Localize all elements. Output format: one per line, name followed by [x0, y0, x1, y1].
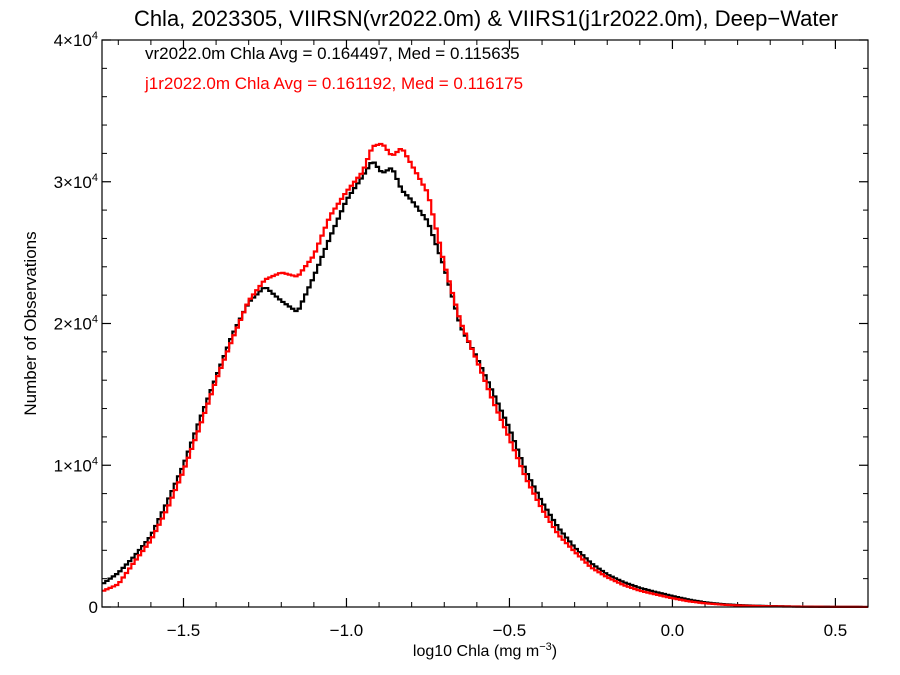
y-axis-label: Number of Observations	[21, 231, 40, 415]
x-axis-label-sup: −3	[539, 641, 552, 653]
legend-annotations: vr2022.0m Chla Avg = 0.164497, Med = 0.1…	[144, 44, 523, 93]
y-tick-label: 1×104	[54, 455, 98, 475]
y-tick-label-base: 3×10	[54, 173, 92, 192]
x-tick-label: −1.5	[167, 621, 201, 640]
x-tick-label: −0.5	[493, 621, 527, 640]
y-tick-label-exponent: 4	[92, 172, 98, 184]
y-tick-label-exponent: 4	[92, 314, 98, 326]
y-tick-label: 0	[89, 598, 98, 617]
x-tick-label: 0.0	[661, 621, 685, 640]
y-tick-label-base: 1×10	[54, 456, 92, 475]
annotation-line: j1r2022.0m Chla Avg = 0.161192, Med = 0.…	[144, 74, 523, 93]
x-tick-label: 0.5	[824, 621, 848, 640]
x-axis-label-end: )	[552, 643, 557, 660]
x-tick-label: −1.0	[330, 621, 364, 640]
x-axis-label: log10 Chla (mg m−3)	[413, 641, 557, 660]
series-layer	[102, 142, 868, 609]
y-tick-label-base: 0	[89, 598, 98, 617]
plot-frame	[101, 39, 869, 608]
chart-title: Chla, 2023305, VIIRSN(vr2022.0m) & VIIRS…	[134, 6, 838, 31]
y-tick-label-exponent: 4	[92, 30, 98, 42]
x-axis-label-main: log10 Chla (mg m	[413, 643, 539, 660]
y-tick-label-base: 4×10	[54, 31, 92, 50]
y-tick-label: 3×104	[54, 172, 98, 192]
y-tick-label: 2×104	[54, 314, 98, 334]
y-tick-label-base: 2×10	[54, 315, 92, 334]
annotation-line: vr2022.0m Chla Avg = 0.164497, Med = 0.1…	[145, 44, 520, 63]
y-tick-label: 4×104	[54, 30, 98, 50]
series-line-red	[102, 142, 868, 609]
y-tick-label-exponent: 4	[92, 455, 98, 467]
